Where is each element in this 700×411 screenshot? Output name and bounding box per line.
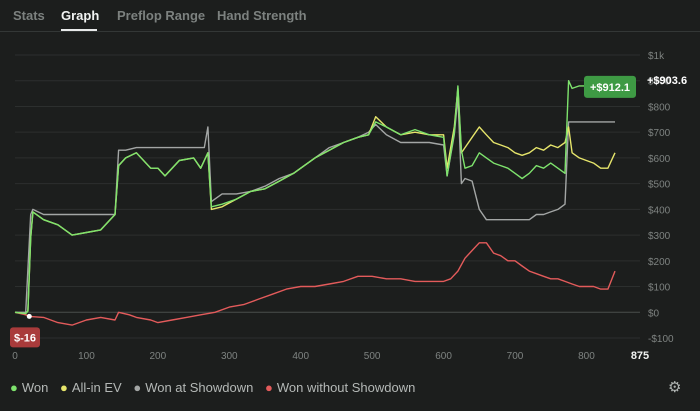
legend-label: Won at Showdown	[145, 380, 254, 395]
won-value-badge	[584, 75, 636, 98]
y-tick-label: $1k	[648, 51, 665, 62]
y-tick-label: $400	[648, 205, 671, 216]
gear-icon[interactable]: ⚙	[668, 379, 682, 396]
won-dot-icon: ●	[10, 380, 18, 395]
series-line-all-in-ev	[14, 87, 616, 315]
legend-label: Won without Showdown	[276, 380, 416, 395]
y-tick-label: $200	[648, 257, 671, 268]
series-line-won-without-showdown	[14, 242, 616, 326]
x-tick-label: 500	[364, 351, 381, 362]
legend-label: Won	[21, 380, 49, 395]
legend-item-won-at-showdown[interactable]: ● Won at Showdown	[133, 380, 253, 395]
x-tick-label-current: 875	[631, 350, 649, 362]
wws-value-badge	[10, 327, 40, 348]
legend-item-won[interactable]: ● Won	[10, 380, 48, 395]
series-line-won-at-showdown	[15, 95, 615, 313]
won-value-badge-label: +$912.1	[590, 82, 630, 94]
active-tab-indicator	[61, 29, 97, 31]
allin-ev-dot-icon: ●	[59, 380, 68, 395]
x-tick-label: 0	[12, 351, 18, 362]
series-line-won	[14, 78, 616, 315]
y-tick-label: $800	[648, 102, 671, 113]
chart-svg: $1k $900 $800 $700 $600 $500 $400 $300 $200 $100 $…	[10, 51, 687, 362]
x-tick-label: 200	[150, 351, 167, 362]
x-tick-label: 100	[78, 351, 95, 362]
y-tick-label: $700	[648, 128, 671, 139]
tab-hand-strength[interactable]: Hand Strength	[217, 8, 307, 23]
x-tick-label: 700	[507, 351, 524, 362]
x-tick-label: 400	[292, 351, 309, 362]
y-tick-label: $600	[648, 154, 671, 165]
start-point-marker	[26, 313, 32, 319]
y-tick-label: $500	[648, 180, 671, 191]
legend-item-won-without-showdown[interactable]: ● Won without Showdown	[265, 380, 415, 395]
profit-chart[interactable]: $1k $900 $800 $700 $600 $500 $400 $300 $200 $100 $…	[0, 38, 700, 368]
legend-label: All-in EV	[71, 380, 122, 395]
x-tick-label: 600	[435, 351, 452, 362]
current-value-label: +$903.6	[647, 75, 687, 87]
tab-preflop-range[interactable]: Preflop Range	[117, 8, 206, 23]
y-tick-label: $0	[648, 308, 660, 319]
showdown-dot-icon: ●	[133, 380, 142, 395]
no-showdown-dot-icon: ●	[264, 380, 273, 395]
tab-bar: Stats Graph Preflop Range Hand Strength	[0, 0, 700, 32]
y-tick-label: $900	[648, 77, 671, 88]
x-tick-label: 300	[221, 351, 238, 362]
tab-stats[interactable]: Stats	[13, 8, 45, 23]
chart-legend: ● Won ● All-in EV ● Won at Showdown ● Won wi…	[10, 380, 423, 396]
legend-item-allin-ev[interactable]: ● All-in EV	[60, 380, 122, 395]
y-tick-label: $300	[648, 231, 671, 242]
wws-value-badge-label: $-16	[14, 332, 36, 344]
y-tick-label: -$100	[648, 334, 674, 345]
tab-graph[interactable]: Graph	[61, 8, 100, 23]
y-tick-label: $100	[648, 283, 671, 294]
x-tick-label: 800	[578, 351, 595, 362]
